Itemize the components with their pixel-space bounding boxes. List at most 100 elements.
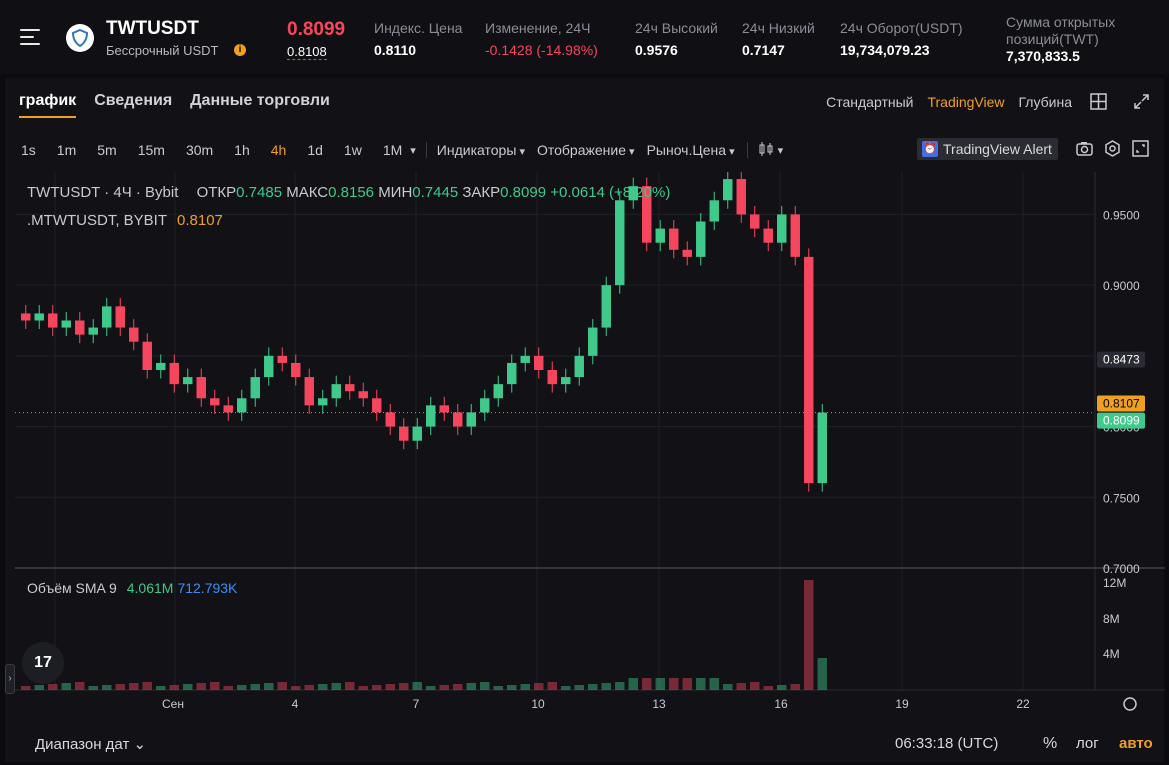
candle: [61, 320, 71, 328]
utc-clock[interactable]: 06:33:18 (UTC): [895, 735, 999, 752]
chart-toolbar: 1s 1m 5m 15m 30m 1h 4h 1d 1w 1M ▾ Индика…: [21, 140, 783, 160]
candle-type-dropdown-icon[interactable]: ▾: [777, 144, 784, 157]
info-icon[interactable]: i: [234, 44, 246, 56]
grid-layout-icon[interactable]: [1090, 93, 1107, 115]
timeframe-1m[interactable]: 1m: [56, 142, 77, 158]
volume-bar: [520, 684, 530, 690]
price-chart[interactable]: 0.95000.90000.80000.75000.70000.84730.81…: [15, 172, 1165, 720]
timeframe-5m[interactable]: 5m: [97, 142, 117, 158]
top-bar: TWTUSDT Бессрочный USDT i 0.8099 0.8108 …: [0, 0, 1169, 74]
expand-chart-icon[interactable]: [1132, 140, 1149, 162]
tradingview-logo[interactable]: 17: [22, 642, 64, 684]
settings-icon[interactable]: [1104, 140, 1121, 162]
view-tradingview[interactable]: TradingView: [927, 94, 1005, 110]
legend-symbol: TWTUSDT · 4Ч · Bybit: [27, 184, 179, 201]
chevron-down-icon: ⌄: [133, 736, 147, 753]
date-range-label: Диапазон дат: [35, 736, 130, 753]
candle: [682, 249, 692, 257]
legend-open-label: ОТКР: [196, 184, 237, 201]
timeframe-more-icon[interactable]: ▾: [410, 144, 416, 157]
timeframe-15m[interactable]: 15m: [137, 142, 165, 158]
volume-bar: [129, 683, 139, 690]
stat-label: 24ч Оборот(USDT): [840, 20, 963, 36]
stat-value: 19,734,079.23: [840, 42, 930, 58]
ohlc-legend: TWTUSDT · 4Ч · Bybit ОТКР0.7485 МАКС0.81…: [27, 184, 670, 201]
last-price-tag: [1097, 412, 1145, 429]
mark-price: 0.8108: [287, 44, 327, 60]
timeframe-4h[interactable]: 4h: [270, 142, 287, 158]
tradingview-alert-button[interactable]: ⏰ TradingView Alert: [917, 138, 1058, 160]
candle: [493, 384, 503, 399]
timeframe-1d[interactable]: 1d: [307, 142, 323, 158]
display-dropdown[interactable]: Отображение: [537, 142, 635, 158]
tab-chart[interactable]: график: [19, 92, 77, 118]
candle: [358, 391, 368, 399]
timeframe-30m[interactable]: 30m: [185, 142, 214, 158]
volume-bar: [169, 685, 179, 690]
candle: [385, 412, 395, 427]
volume-bar: [115, 684, 125, 690]
tab-info[interactable]: Сведения: [94, 92, 173, 109]
last-price: 0.8099: [287, 19, 346, 40]
candle: [426, 405, 436, 427]
timeframe-1s[interactable]: 1s: [21, 142, 36, 158]
timeframe-1w[interactable]: 1w: [343, 142, 362, 158]
legend-low-label: МИН: [378, 184, 413, 201]
timeframe-1h[interactable]: 1h: [234, 142, 250, 158]
time-axis-label: 7: [413, 697, 420, 711]
candle: [804, 256, 814, 484]
candle: [574, 355, 584, 378]
legend-close-label: ЗАКР: [462, 184, 501, 201]
time-axis-label: 22: [1016, 697, 1030, 711]
toolbar-divider: [746, 142, 748, 158]
volume-bar: [61, 683, 71, 690]
stat-open-interest: Сумма открытых позиций(TWT) 7,370,833.5: [1006, 14, 1156, 64]
indicators-dropdown[interactable]: Индикаторы: [437, 142, 525, 158]
time-axis-label: 16: [774, 697, 788, 711]
candle: [372, 398, 382, 413]
volume-bar: [331, 683, 341, 690]
price-type-dropdown[interactable]: Рыноч.Цена: [647, 142, 735, 158]
candle: [588, 327, 598, 356]
candle-type-icon[interactable]: [758, 141, 774, 159]
view-depth[interactable]: Глубина: [1018, 94, 1072, 110]
mark-price-tag: [1097, 395, 1145, 412]
price-axis-label: 0.7500: [1103, 491, 1140, 505]
time-axis-label: Сен: [162, 697, 184, 711]
candle: [453, 412, 463, 427]
expand-sidebar-icon[interactable]: ›: [5, 664, 15, 694]
menu-icon[interactable]: [20, 27, 42, 47]
timeframe-1M[interactable]: 1M: [382, 142, 403, 158]
view-standard[interactable]: Стандартный: [826, 94, 914, 110]
axis-settings-icon[interactable]: [1123, 697, 1137, 711]
candle: [601, 285, 611, 328]
candle: [412, 426, 422, 441]
stat-label: 24ч Высокий: [635, 20, 718, 36]
candle: [480, 398, 490, 413]
alarm-clock-icon: ⏰: [922, 141, 938, 157]
volume-bar: [480, 682, 490, 690]
candle: [736, 179, 746, 215]
log-scale-toggle[interactable]: лог: [1076, 735, 1099, 752]
time-axis-label: 13: [652, 697, 666, 711]
tab-trading-data[interactable]: Данные торговли: [190, 92, 330, 109]
stat-value: 7,370,833.5: [1006, 48, 1080, 64]
candle: [129, 327, 139, 342]
volume-bar: [142, 682, 152, 690]
volume-bar: [183, 684, 193, 690]
date-range-dropdown[interactable]: Диапазон дат ⌄: [35, 735, 146, 753]
volume-bar: [439, 685, 449, 690]
volume-bar: [588, 684, 598, 690]
stat-value: -0.1428 (-14.98%): [485, 42, 598, 58]
volume-bar: [88, 686, 98, 690]
time-axis-label: 19: [895, 697, 909, 711]
candle: [628, 186, 638, 201]
percent-scale-toggle[interactable]: %: [1043, 735, 1058, 752]
stat-label: Сумма открытых позиций(TWT): [1006, 14, 1116, 47]
volume-bar: [534, 683, 544, 690]
fullscreen-icon[interactable]: [1133, 93, 1150, 115]
camera-icon[interactable]: [1076, 141, 1093, 161]
volume-value-2: 712.793K: [177, 580, 238, 596]
auto-scale-toggle[interactable]: авто: [1119, 735, 1153, 752]
symbol-title[interactable]: TWTUSDT: [106, 18, 199, 39]
